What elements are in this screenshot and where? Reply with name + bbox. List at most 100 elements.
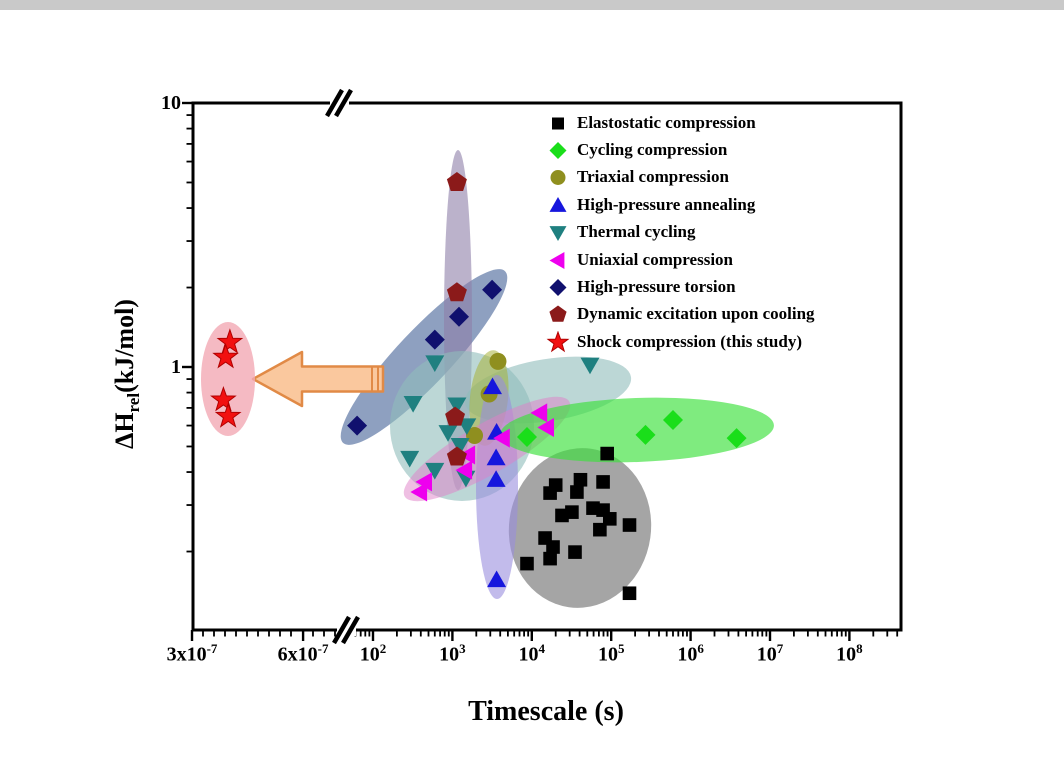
y-axis-label-sub: rel bbox=[124, 392, 144, 413]
uniaxial-marker bbox=[530, 403, 548, 423]
x-tick-label: 106 bbox=[677, 641, 704, 666]
legend-item-dynamic: Dynamic excitation upon cooling bbox=[546, 301, 815, 328]
diamond-icon bbox=[546, 276, 570, 298]
y-axis-label-main: ΔH bbox=[109, 412, 139, 449]
legend-marker bbox=[546, 330, 570, 353]
elastostatic-marker bbox=[596, 475, 610, 489]
legend-item-annealing: High-pressure annealing bbox=[546, 191, 815, 218]
legend-marker bbox=[549, 142, 567, 160]
thermal-marker bbox=[580, 357, 600, 375]
triangle-down-icon bbox=[546, 221, 570, 243]
dynamic-marker bbox=[445, 406, 465, 426]
uniaxial-marker bbox=[455, 460, 473, 480]
legend-label: Uniaxial compression bbox=[577, 249, 734, 269]
shock-region bbox=[201, 322, 255, 436]
pentagon-icon bbox=[546, 303, 570, 325]
elastostatic-marker bbox=[555, 508, 569, 523]
legend-item-torsion: High-pressure torsion bbox=[546, 273, 815, 300]
legend-label: Shock compression (this study) bbox=[577, 331, 802, 351]
thermal-marker bbox=[450, 438, 470, 455]
elastostatic-marker bbox=[543, 551, 557, 566]
cycling-region bbox=[500, 397, 774, 463]
legend-label: Elastostatic compression bbox=[577, 112, 756, 132]
legend: Elastostatic compression Cycling compress… bbox=[546, 109, 815, 356]
cycling-marker bbox=[517, 427, 537, 447]
legend-marker bbox=[550, 170, 566, 186]
uniaxial-marker bbox=[410, 482, 428, 502]
elastostatic-marker bbox=[593, 522, 607, 537]
legend-item-elastostatic: Elastostatic compression bbox=[546, 109, 815, 136]
x-axis-label: Timescale (s) bbox=[468, 696, 624, 727]
legend-marker bbox=[549, 251, 565, 269]
circle-icon bbox=[546, 166, 570, 188]
x-tick-label: 6x10-7 bbox=[277, 641, 329, 666]
x-tick-label: 102 bbox=[359, 641, 387, 666]
x-tick-label: 104 bbox=[518, 641, 546, 666]
cycling-marker bbox=[635, 424, 656, 445]
legend-marker bbox=[549, 226, 567, 242]
left-arrow bbox=[251, 350, 385, 408]
legend-item-shock: Shock compression (this study) bbox=[546, 328, 815, 355]
axis-break-slash bbox=[332, 615, 351, 645]
elastostatic-marker bbox=[520, 556, 534, 571]
axis-break-slash bbox=[341, 615, 360, 645]
annealing-marker bbox=[486, 470, 506, 487]
uniaxial-marker bbox=[537, 418, 554, 437]
y-axis-label: ΔHrel(kJ/mol) bbox=[110, 299, 144, 449]
y-axis-label-units: (kJ/mol) bbox=[109, 299, 139, 393]
legend-marker bbox=[549, 279, 567, 297]
elastostatic-marker bbox=[602, 512, 617, 526]
torsion-marker bbox=[347, 415, 368, 436]
annealing-marker bbox=[483, 377, 502, 395]
elastostatic-marker bbox=[568, 545, 582, 559]
legend-marker bbox=[549, 196, 567, 212]
annealing-marker bbox=[486, 448, 506, 466]
axis-break-slash bbox=[334, 88, 353, 118]
x-tick-label: 103 bbox=[439, 641, 466, 666]
uniaxial-marker bbox=[415, 472, 432, 492]
elastostatic-marker bbox=[543, 486, 557, 500]
annealing-marker bbox=[487, 570, 507, 588]
legend-label: Thermal cycling bbox=[577, 222, 696, 242]
uniaxial-marker bbox=[458, 445, 476, 465]
thermal-marker bbox=[438, 425, 458, 442]
dynamic-marker bbox=[446, 282, 467, 302]
square-icon bbox=[546, 112, 570, 134]
elastostatic-marker bbox=[546, 540, 560, 554]
triangle-up-icon bbox=[546, 194, 570, 216]
y-tick-label: 1 bbox=[171, 356, 181, 378]
shock-marker bbox=[210, 385, 237, 412]
legend-label: Triaxial compression bbox=[577, 167, 729, 187]
triaxial-marker bbox=[489, 352, 507, 370]
thermal-marker bbox=[425, 355, 445, 372]
window-top-edge bbox=[0, 0, 1064, 10]
legend-marker bbox=[552, 117, 564, 130]
legend-label: High-pressure torsion bbox=[577, 277, 736, 297]
legend-item-triaxial: Triaxial compression bbox=[546, 164, 815, 191]
thermal-marker bbox=[403, 396, 423, 413]
cycling-marker bbox=[726, 428, 747, 449]
torsion-marker bbox=[449, 306, 469, 327]
x-tick-label: 3x10-7 bbox=[166, 641, 218, 666]
elastostatic-marker bbox=[622, 518, 637, 532]
shock-marker bbox=[216, 328, 244, 354]
elastostatic-marker bbox=[622, 586, 637, 601]
shock-marker bbox=[214, 402, 242, 428]
y-tick-label: 10 bbox=[161, 92, 181, 114]
shock-marker bbox=[212, 343, 239, 369]
x-tick-label: 108 bbox=[836, 641, 863, 666]
legend-label: Dynamic excitation upon cooling bbox=[577, 304, 815, 324]
elastostatic-marker bbox=[600, 446, 614, 461]
torsion-marker bbox=[424, 329, 445, 350]
legend-marker bbox=[549, 305, 567, 323]
dynamic-marker bbox=[446, 172, 467, 191]
cycling-marker bbox=[663, 410, 683, 430]
thermal-marker bbox=[447, 397, 467, 415]
elastostatic-marker bbox=[570, 485, 584, 499]
axis-break-slash bbox=[325, 88, 344, 118]
uniaxial-marker bbox=[493, 428, 510, 448]
x-tick-label: 105 bbox=[597, 641, 625, 666]
star-icon bbox=[546, 330, 570, 353]
